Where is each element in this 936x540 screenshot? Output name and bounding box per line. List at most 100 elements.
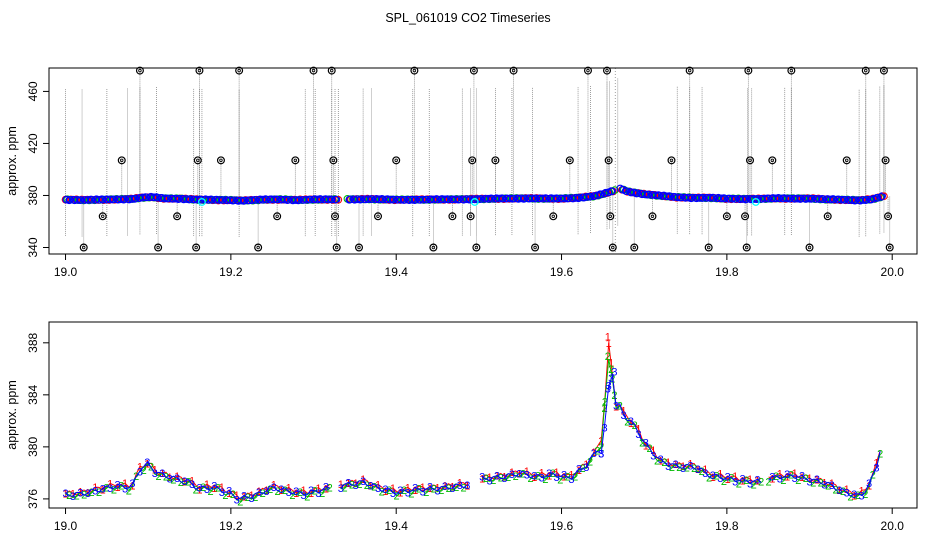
outlier-point [154,243,163,252]
series-1-marker: 1 [278,485,284,497]
baseline-point-blue [215,196,224,204]
series-2-marker: 2 [684,463,690,475]
series-2-marker: 2 [535,471,541,483]
series-3-marker: 3 [628,416,634,428]
series-1-marker: 1 [70,489,76,501]
outlier-point [881,156,890,165]
baseline-point-blue [153,193,162,202]
series-2-marker: 2 [193,485,199,497]
series-1-marker: 1 [799,472,805,484]
outlier-point-inner [725,214,729,218]
series-1-marker: 1 [457,478,463,490]
baseline-point-blue [193,195,202,204]
baseline-point-blue [844,196,853,204]
outlier-point [466,212,475,221]
outlier-point [823,212,832,221]
outlier-point-inner [474,245,479,250]
series-1-marker: 1 [524,466,530,478]
outlier-point [173,212,182,221]
series-3-peak-marker: 3 [598,448,604,460]
series-2-marker: 2 [103,482,109,494]
baseline-point-blue [429,195,438,204]
series-3-marker: 3 [866,478,872,490]
baseline-point-blue [211,196,220,204]
series-2-marker: 2 [267,484,273,496]
outlier-point-inner [845,158,849,163]
series-1-marker: 1 [531,472,537,484]
top-x-axis: 19.0 19.2 19.4 19.6 19.8 20.0 [54,254,904,279]
series-3-marker: 3 [375,483,381,495]
series-1-marker: 1 [464,481,470,493]
outlier-point-inner [197,68,202,73]
top-x-tick-label: 20.0 [881,265,905,279]
outlier-point [469,66,478,75]
baseline-point-blue [735,195,744,203]
baseline-point-blue [331,195,340,204]
baseline-point-blue [542,194,551,203]
top-x-tick-label: 19.8 [715,265,739,279]
series-3-marker: 3 [107,483,113,495]
series-3-marker: 3 [665,461,671,473]
baseline-point-blue [135,194,144,202]
baseline-point-blue [622,187,631,196]
baseline-point-blue [528,194,536,203]
series-3-marker: 3 [204,484,210,496]
outlier-point-inner [886,214,890,218]
series-2-marker: 2 [527,473,533,485]
series-2-marker: 2 [178,477,184,489]
outlier-point [742,243,751,252]
series-3-marker: 3 [836,485,842,497]
series-3-marker: 3 [100,483,106,495]
outlier-point-inner [706,245,711,250]
baseline-point-blue [73,196,82,204]
series-1-marker: 1 [859,485,865,497]
series-3-marker: 3 [695,464,701,476]
cyan-point [470,198,479,206]
series-2-marker: 2 [766,476,772,488]
outlier-point [741,212,750,221]
series-2-marker: 2 [141,465,147,477]
outlier-point-inner [82,245,86,250]
series-1-marker: 1 [821,478,827,490]
baseline-point-blue [713,194,722,203]
series-3-marker: 3 [442,481,448,493]
bottom-x-tick-label: 19.6 [550,519,574,533]
baseline-point-blue [244,196,253,205]
series-3-marker: 3 [196,483,202,495]
series-3-marker: 3 [598,448,604,460]
baseline-point-blue [666,192,675,201]
series-3-peak-marker: 3 [601,422,607,434]
series-1-marker: 1 [747,474,753,486]
series-1-marker: 1 [851,491,857,503]
series-3-marker: 3 [182,476,188,488]
baseline-point-blue [633,189,642,198]
series-3-marker: 3 [501,473,507,485]
series-1-marker: 1 [315,483,321,495]
series-2-marker: 2 [542,474,548,486]
series-1-marker: 1 [554,467,560,479]
top-plot-frame [48,67,918,255]
series-3-marker: 3 [717,473,723,485]
series-3-marker: 3 [844,488,850,500]
series-2-marker: 2 [572,472,578,484]
series-3-marker: 3 [561,469,567,481]
outlier-point [606,212,615,221]
outlier-point-inner [493,158,498,163]
series-3-marker: 3 [405,488,411,500]
outlier-point [768,156,777,165]
baseline-point-blue [851,196,860,205]
outlier-point [468,156,477,165]
baseline-point-blue [720,194,729,203]
series-1-marker: 1 [665,457,671,469]
baseline-point-blue [237,196,245,205]
series-3-marker: 3 [658,454,664,466]
baseline-point-blue [640,190,649,199]
series-3-marker: 3 [353,480,359,492]
outlier-point-inner [789,68,794,73]
top-y-axis-label: approx. ppm [5,126,19,195]
outlier-point-inner [669,158,674,163]
baseline-point-blue [553,194,562,203]
series-3-marker: 3 [576,464,582,476]
baseline-point-blue [106,195,114,204]
series-2-peak-marker: 2 [601,403,607,415]
